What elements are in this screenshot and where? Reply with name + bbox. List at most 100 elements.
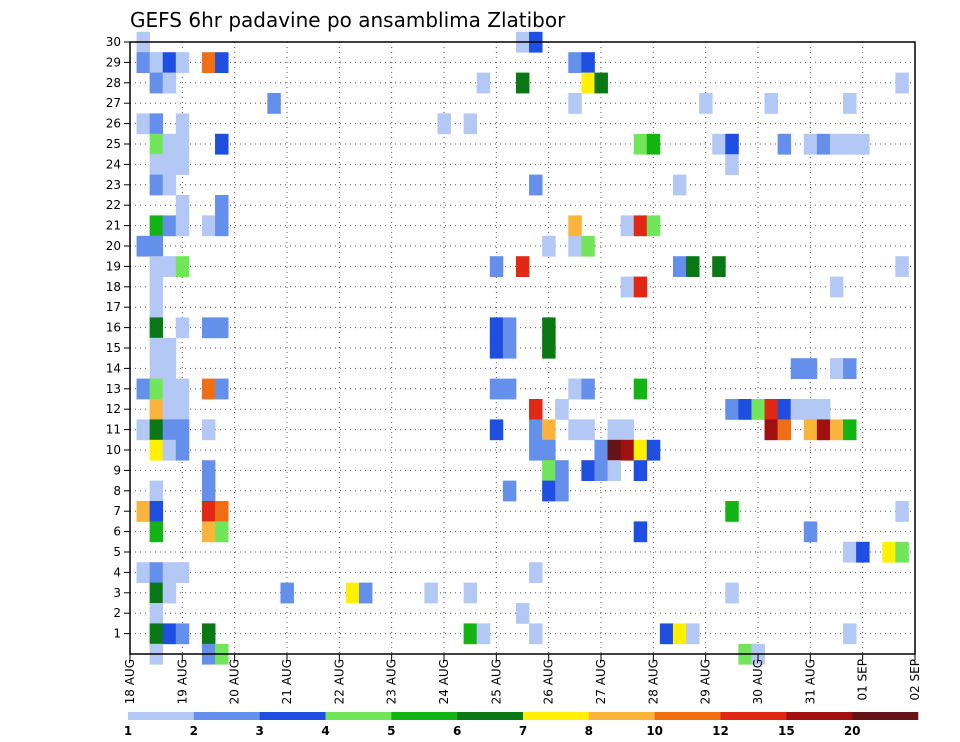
precip-cell — [686, 256, 700, 277]
precip-cell — [201, 521, 216, 543]
y-tick-label: 25 — [106, 137, 121, 151]
precip-cell — [136, 419, 151, 441]
chart-title: GEFS 6hr padavine po ansamblima Zlatibor — [130, 8, 566, 32]
precip-cell — [201, 623, 216, 645]
x-tick-label: 01 SEP — [856, 659, 870, 701]
precip-cell — [542, 235, 556, 257]
precip-cell — [162, 358, 177, 379]
precip-cell — [502, 378, 517, 400]
y-tick-label: 27 — [106, 96, 121, 110]
precip-cell — [175, 215, 190, 237]
x-tick-label: 25 AUG — [489, 659, 503, 704]
precip-cell — [529, 562, 543, 583]
x-tick-label: 28 AUG — [646, 659, 660, 704]
precip-cell — [803, 133, 818, 155]
precip-cell — [149, 297, 164, 318]
legend-color-swatch — [720, 712, 787, 720]
x-tick-label: 31 AUG — [803, 659, 817, 704]
legend-label: 3 — [255, 724, 263, 738]
precip-cell — [267, 93, 281, 114]
precip-cell — [659, 623, 674, 645]
precip-cell — [555, 399, 569, 420]
legend-color-swatch — [128, 712, 195, 720]
y-tick-label: 16 — [106, 321, 121, 335]
precip-cell — [581, 52, 595, 73]
precip-cell — [502, 337, 517, 359]
precip-cell — [816, 133, 831, 155]
legend-color-swatch — [457, 712, 524, 720]
precip-cell — [633, 439, 648, 461]
precip-cell — [542, 317, 556, 339]
precip-cell — [149, 337, 164, 359]
precip-cell — [463, 113, 478, 135]
precip-cell — [175, 623, 190, 645]
precip-cell — [162, 174, 177, 196]
precip-cell — [843, 419, 857, 441]
precip-cell — [149, 358, 164, 379]
color-legend: 1 2 3 4 5 6 7 8 10 12 15 20 — [124, 712, 919, 738]
y-tick-label: 18 — [106, 280, 121, 294]
precip-cell — [725, 399, 739, 420]
precip-cell — [489, 378, 504, 400]
precip-cell — [581, 378, 595, 400]
legend-label: 6 — [453, 724, 461, 738]
precip-cell — [136, 501, 151, 522]
precip-cell — [620, 419, 635, 441]
precip-cell — [215, 317, 229, 339]
y-axis-ticks: 1234567891011121314151617181920212223242… — [106, 35, 130, 641]
precip-cell — [777, 133, 792, 155]
precip-cell — [162, 215, 177, 237]
precip-cell — [162, 337, 177, 359]
precip-cell — [803, 419, 818, 441]
precip-cell — [895, 501, 909, 522]
precip-cell — [594, 460, 608, 481]
y-tick-label: 14 — [106, 361, 121, 375]
precip-cell — [149, 378, 164, 400]
precip-cell — [358, 582, 373, 604]
precip-cell — [149, 317, 164, 339]
y-tick-label: 9 — [113, 463, 121, 477]
precip-cell — [555, 460, 569, 481]
legend-label: 4 — [321, 724, 329, 738]
precip-cell — [149, 623, 164, 645]
precip-cell — [149, 419, 164, 441]
precip-cell — [568, 235, 582, 257]
precip-cell — [856, 541, 870, 563]
y-tick-label: 28 — [106, 76, 121, 90]
y-tick-label: 4 — [113, 565, 121, 579]
precip-cells — [136, 31, 909, 665]
y-tick-label: 22 — [106, 198, 121, 212]
precip-cell — [162, 52, 177, 73]
precip-cell — [607, 460, 622, 481]
legend-color-swatch — [193, 712, 260, 720]
y-tick-label: 7 — [113, 504, 121, 518]
y-tick-label: 2 — [113, 606, 121, 620]
precip-cell — [607, 439, 622, 461]
precip-cell — [895, 72, 909, 94]
precip-cell — [542, 439, 556, 461]
y-tick-label: 29 — [106, 55, 121, 69]
precip-cell — [149, 480, 164, 502]
precip-cell — [529, 623, 543, 645]
y-tick-label: 11 — [106, 423, 121, 437]
precip-cell — [764, 419, 779, 441]
precip-cell — [672, 256, 687, 277]
precip-cell — [555, 480, 569, 502]
precip-cell — [529, 419, 543, 441]
x-tick-label: 27 AUG — [594, 659, 608, 704]
precip-cell — [162, 154, 177, 175]
precip-cell — [149, 276, 164, 298]
precip-cell — [581, 419, 595, 441]
precip-cell — [542, 419, 556, 441]
legend-color-swatch — [523, 712, 590, 720]
precip-cell — [633, 215, 648, 237]
precip-cell — [489, 337, 504, 359]
precip-cell — [777, 399, 792, 420]
precip-cell — [829, 358, 844, 379]
precip-cell — [568, 215, 582, 237]
y-tick-label: 3 — [113, 586, 121, 600]
precip-cell — [725, 582, 739, 604]
precip-cell — [568, 52, 582, 73]
legend-label: 20 — [844, 724, 861, 738]
